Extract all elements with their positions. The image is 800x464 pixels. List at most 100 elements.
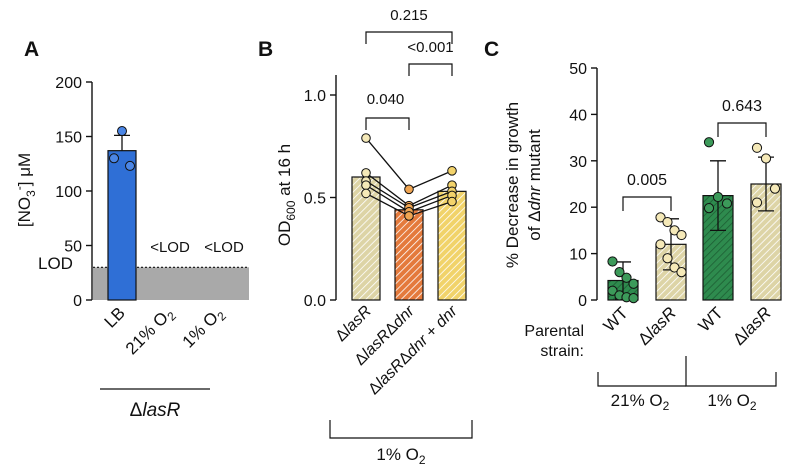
tick-label: 10 bbox=[569, 247, 587, 264]
tick-label: 50 bbox=[569, 61, 587, 78]
bars-a bbox=[107, 126, 137, 301]
x-label-lasr-21: ΔlasR bbox=[634, 303, 680, 349]
comparison-bracket bbox=[717, 122, 767, 137]
panel-b: B OD600 at 16 h 0.0 0.5 1.0 0.040 <0.001 0.2… bbox=[258, 7, 473, 464]
group-label-a: ΔlasR bbox=[130, 400, 181, 421]
lod-label: LOD bbox=[38, 254, 73, 273]
data-point bbox=[760, 153, 772, 164]
data-point bbox=[662, 253, 673, 264]
data-point bbox=[361, 133, 371, 143]
x-label-wt-21: WT bbox=[600, 303, 632, 335]
comparison-bracket bbox=[622, 196, 672, 211]
comparison-bracket bbox=[365, 117, 410, 130]
y-axis-label-c-line2: of Δdnr mutant bbox=[525, 129, 544, 241]
group-label-b: 1% O2 bbox=[376, 445, 426, 464]
data-point bbox=[712, 191, 724, 203]
comparison-bracket bbox=[365, 31, 453, 44]
x-label-lasr-1: ΔlasR bbox=[729, 303, 775, 349]
parental-label-line2: strain: bbox=[540, 343, 584, 360]
p-value-label: 0.005 bbox=[627, 172, 667, 189]
lod-annotation-21: <LOD bbox=[150, 239, 190, 256]
error-bar bbox=[114, 134, 130, 151]
tick-label: 40 bbox=[569, 107, 587, 124]
data-point bbox=[676, 229, 687, 241]
data-point bbox=[614, 267, 625, 278]
data-point bbox=[662, 216, 673, 228]
y-axis-label-a: [NO3-] μM bbox=[12, 153, 38, 227]
tick-label: 0.5 bbox=[304, 191, 326, 208]
tick-label: 20 bbox=[569, 200, 587, 217]
comparison-bracket bbox=[408, 63, 453, 76]
x-labels-c: WT ΔlasR WT ΔlasR bbox=[600, 303, 775, 349]
data-point bbox=[703, 203, 715, 214]
data-point bbox=[669, 225, 680, 236]
tick-label: 0.0 bbox=[304, 293, 326, 310]
data-point bbox=[769, 183, 781, 194]
comparisons-c: 0.005 0.643 bbox=[622, 98, 767, 211]
data-point bbox=[125, 160, 135, 171]
tick-label: 50 bbox=[64, 239, 82, 256]
data-point bbox=[751, 142, 763, 153]
data-point bbox=[721, 198, 733, 209]
bars-b bbox=[351, 176, 467, 301]
data-point bbox=[361, 188, 371, 199]
group-bracket-b bbox=[329, 420, 473, 439]
data-point bbox=[447, 166, 457, 176]
data-point bbox=[628, 278, 639, 289]
data-point bbox=[669, 262, 680, 273]
data-point bbox=[751, 197, 763, 208]
group-label-c-21: 21% O2 bbox=[611, 391, 670, 413]
group-bracket-c-21 bbox=[597, 372, 686, 387]
data-point bbox=[117, 126, 127, 137]
tick-label: 200 bbox=[55, 75, 82, 92]
bar bbox=[437, 190, 467, 301]
tick-label: 0 bbox=[73, 293, 82, 310]
panel-label-a: A bbox=[24, 38, 39, 61]
tick-label: 1.0 bbox=[304, 88, 326, 105]
p-value-label: <0.001 bbox=[407, 39, 453, 56]
lod-annotation-1: <LOD bbox=[204, 239, 244, 256]
y-ticks-a: 0 50 100 150 200 bbox=[55, 75, 92, 310]
data-point bbox=[404, 184, 414, 195]
data-point bbox=[404, 211, 414, 221]
data-point bbox=[703, 137, 715, 148]
data-point bbox=[109, 153, 119, 164]
panel-a: A [NO3-] μM 0 50 100 150 200 LB 21% O2 1% O2… bbox=[12, 38, 249, 421]
group-bracket-c-1 bbox=[685, 356, 777, 387]
data-point bbox=[655, 239, 666, 250]
data-point bbox=[361, 180, 371, 190]
bars-c bbox=[607, 137, 782, 304]
data-point bbox=[621, 272, 632, 283]
y-ticks-b: 0.0 0.5 1.0 bbox=[304, 88, 336, 310]
data-point bbox=[607, 285, 618, 296]
paired-lines-b bbox=[361, 133, 457, 221]
p-value-label: 0.040 bbox=[367, 91, 405, 108]
y-axis-label-b: OD600 at 16 h bbox=[275, 144, 298, 246]
comparisons-b: 0.040 <0.001 0.215 bbox=[365, 7, 454, 130]
data-point bbox=[676, 267, 687, 278]
p-value-label: 0.643 bbox=[722, 98, 762, 115]
x-label-lb: LB bbox=[101, 303, 129, 331]
x-labels-b: ΔlasR ΔlasRΔdnr ΔlasRΔdnr + dnr bbox=[333, 302, 462, 398]
tick-label: 30 bbox=[569, 154, 587, 171]
tick-label: 150 bbox=[55, 130, 82, 147]
group-label-c-1: 1% O2 bbox=[707, 391, 757, 413]
bar bbox=[107, 150, 137, 301]
tick-label: 0 bbox=[578, 293, 587, 310]
data-point bbox=[361, 168, 371, 178]
bar bbox=[394, 209, 424, 301]
panel-c: C % Decrease in growth of Δdnr mutant 0 1… bbox=[484, 38, 782, 413]
data-point bbox=[655, 212, 666, 223]
panel-label-b: B bbox=[258, 38, 273, 61]
x-labels-a: LB 21% O2 1% O2 bbox=[101, 303, 230, 358]
tick-label: 100 bbox=[55, 184, 82, 201]
data-point bbox=[447, 196, 457, 207]
y-ticks-c: 0 10 20 30 40 50 bbox=[569, 61, 597, 310]
data-point bbox=[628, 293, 639, 304]
parental-label-line1: Parental bbox=[524, 323, 584, 340]
x-label-wt-1: WT bbox=[695, 303, 727, 335]
x-label-1-o2: 1% O2 bbox=[179, 303, 230, 354]
data-point bbox=[607, 256, 618, 267]
